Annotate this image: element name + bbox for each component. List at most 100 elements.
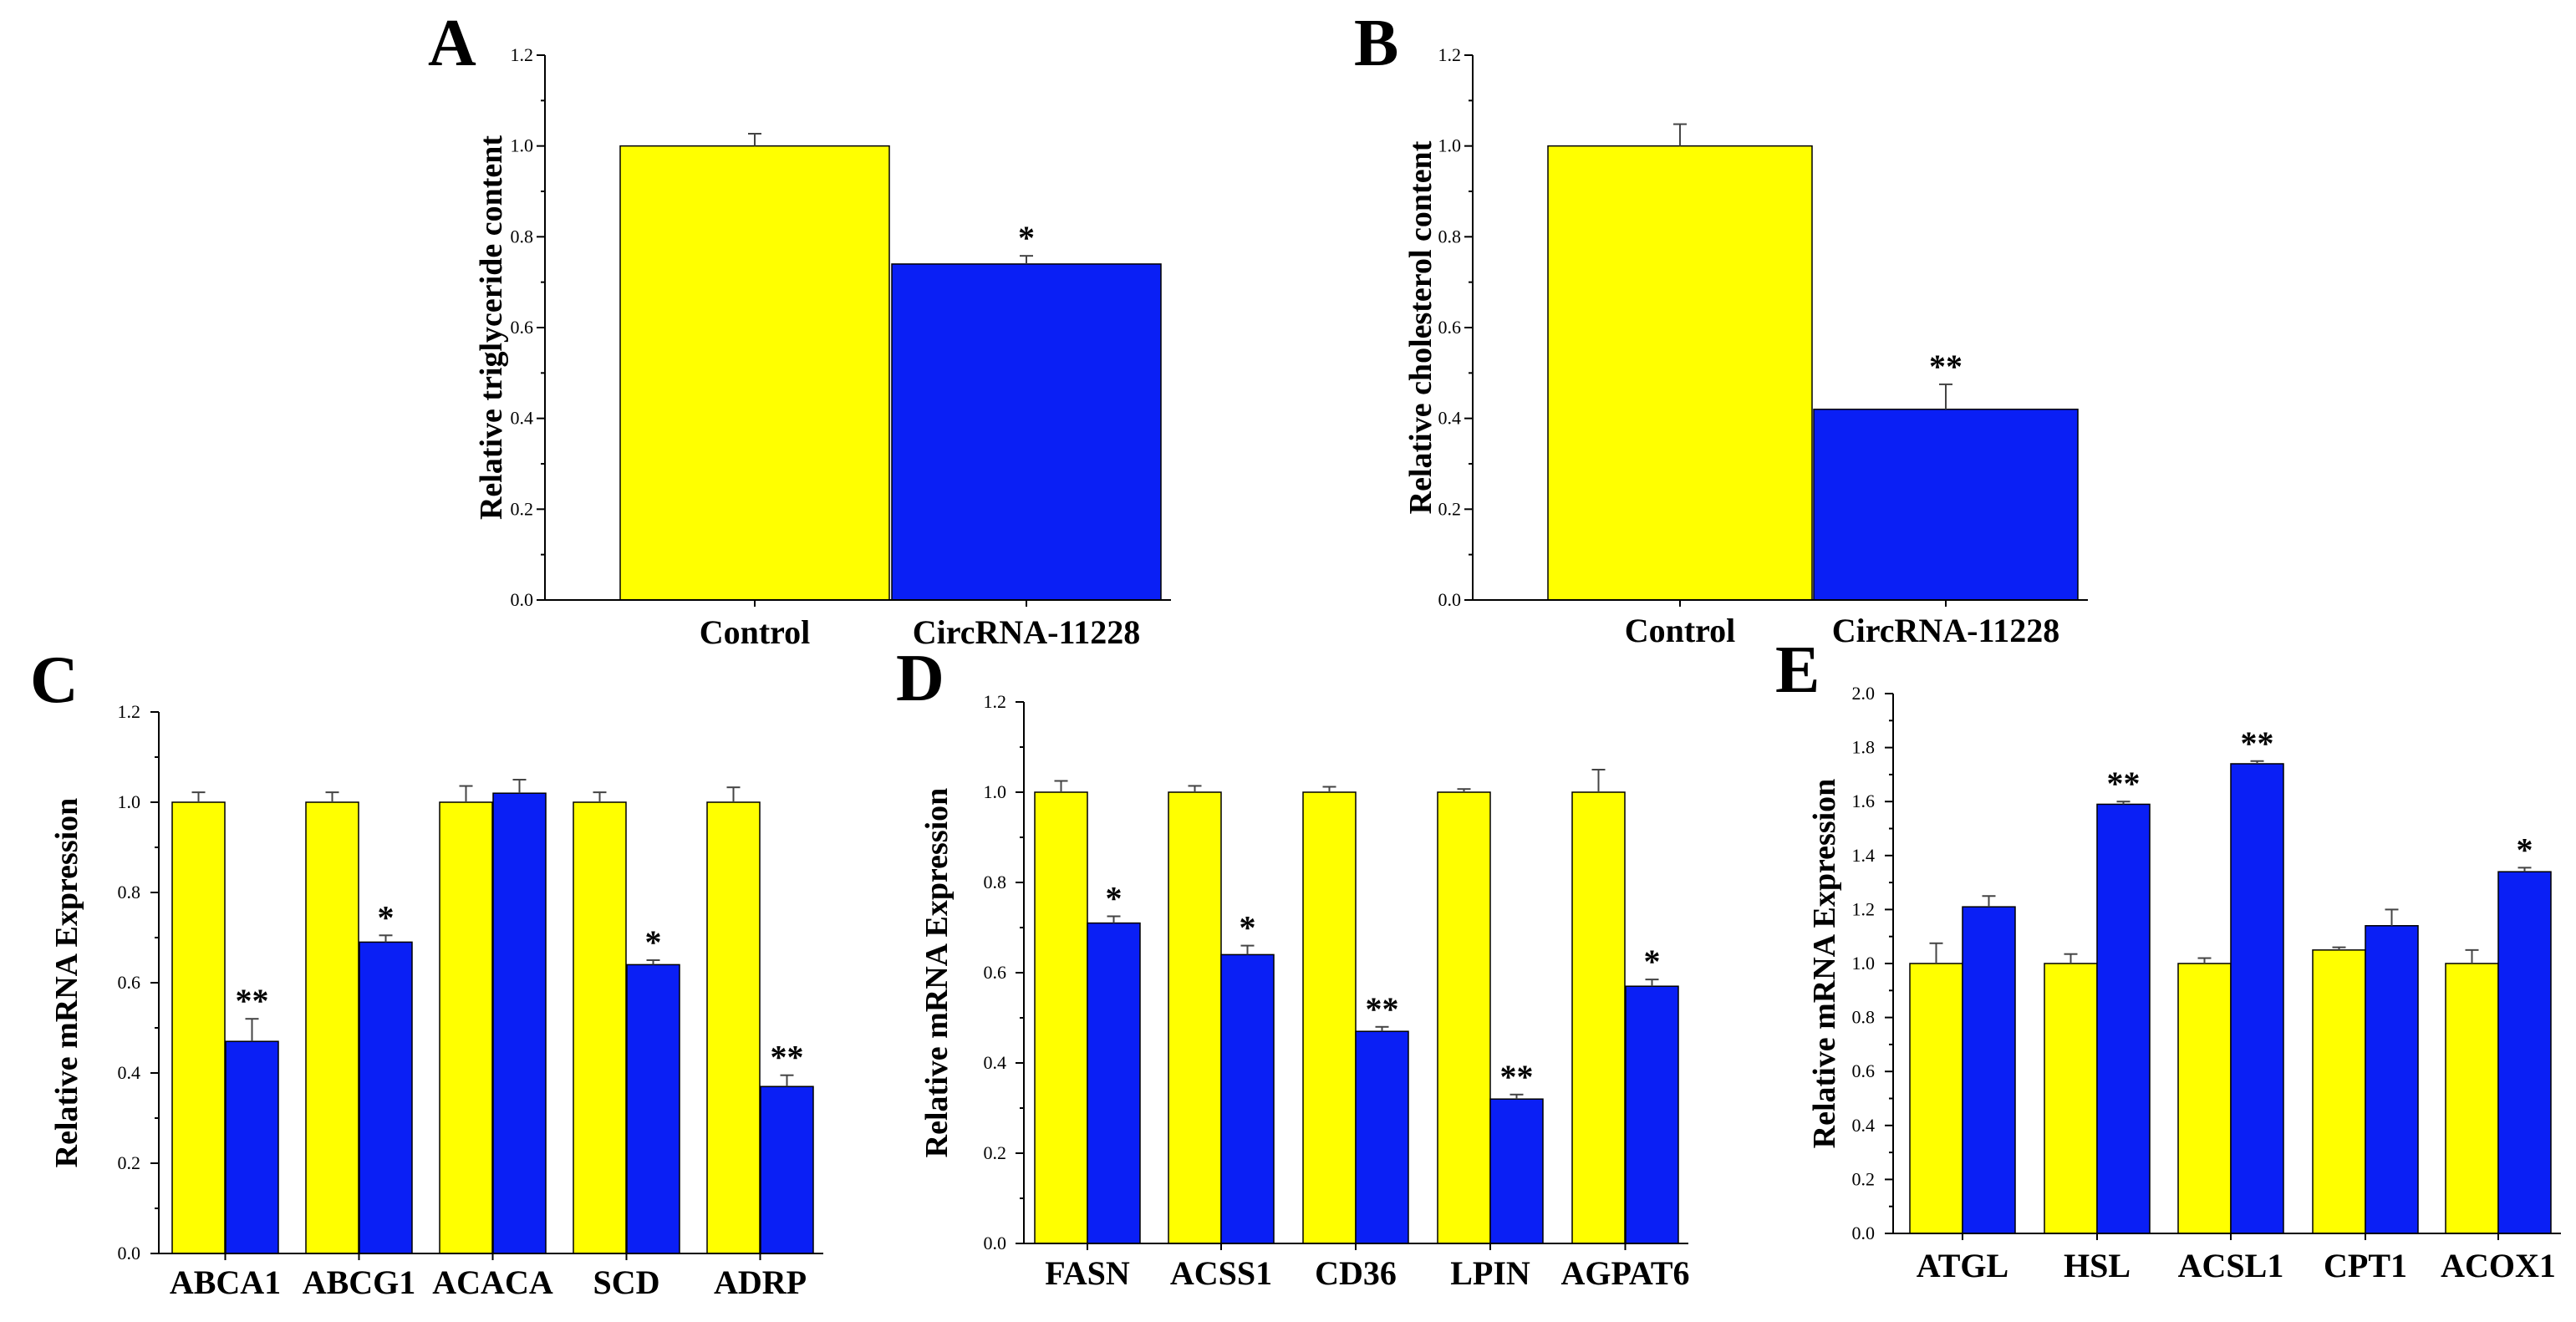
bar-control [2044, 963, 2098, 1234]
y-tick-label: 1.2 [984, 691, 1007, 712]
x-category-label: HSL [2064, 1247, 2131, 1284]
significance-marker: * [2517, 831, 2533, 868]
bar-treatment [1813, 409, 2079, 601]
bar-treatment [2230, 763, 2284, 1234]
bar-treatment [1355, 1030, 1409, 1244]
bar-treatment [359, 941, 413, 1254]
significance-marker: * [1240, 909, 1256, 947]
y-tick-label: 0.0 [984, 1233, 1007, 1253]
y-tick-label: 1.0 [1852, 953, 1876, 974]
significance-marker: ** [2241, 725, 2274, 762]
y-axis-title: Relative mRNA Expression [919, 788, 955, 1158]
y-axis-title: Relative triglyceride content [474, 135, 509, 520]
y-tick-label: 1.2 [511, 44, 534, 65]
y-tick-label: 0.6 [511, 317, 534, 338]
bar-treatment [2096, 803, 2151, 1234]
significance-marker: * [645, 923, 662, 961]
x-category-label: CD36 [1315, 1254, 1397, 1292]
y-tick-label: 2.0 [1852, 683, 1876, 704]
x-category-label: CircRNA-11228 [913, 613, 1141, 651]
panel-letter: A [428, 7, 476, 80]
x-category-label: ACSL1 [2178, 1247, 2284, 1284]
bar-control [305, 801, 359, 1254]
y-tick-label: 0.4 [511, 408, 534, 429]
bar-control [171, 801, 226, 1254]
y-tick-label: 1.0 [1438, 135, 1462, 156]
bar-control [2445, 963, 2499, 1234]
y-tick-label: 1.6 [1852, 791, 1876, 811]
y-tick-label: 0.2 [1852, 1168, 1876, 1189]
significance-marker: ** [771, 1039, 804, 1076]
y-tick-label: 0.8 [984, 872, 1007, 892]
bar-treatment [225, 1040, 279, 1254]
bar-control [1168, 791, 1222, 1244]
y-tick-label: 0.0 [511, 589, 534, 610]
x-category-label: FASN [1045, 1254, 1130, 1292]
y-tick-label: 1.2 [1852, 898, 1876, 919]
y-tick-label: 0.2 [984, 1142, 1007, 1163]
x-category-label: LPIN [1450, 1254, 1530, 1292]
bar-control [1909, 963, 1963, 1234]
bar-treatment [1087, 922, 1141, 1244]
y-tick-label: 0.8 [511, 226, 534, 247]
x-category-label: ACACA [432, 1264, 553, 1301]
bar-treatment [891, 263, 1162, 601]
x-category-label: ABCA1 [170, 1264, 281, 1301]
y-tick-label: 0.6 [1438, 317, 1462, 338]
bar-control [439, 801, 493, 1254]
y-tick-label: 0.0 [1852, 1223, 1876, 1243]
y-tick-label: 1.8 [1852, 737, 1876, 758]
bar-control [1034, 791, 1088, 1244]
y-tick-label: 0.4 [118, 1062, 141, 1083]
x-category-label: Control [700, 613, 811, 651]
bar-treatment [1625, 985, 1679, 1244]
y-tick-label: 0.2 [1438, 498, 1462, 519]
bar-treatment [626, 964, 680, 1254]
y-tick-label: 0.4 [984, 1052, 1007, 1073]
y-tick-label: 1.4 [1852, 845, 1876, 866]
y-tick-label: 1.0 [984, 781, 1007, 802]
bar-treatment [1489, 1098, 1544, 1244]
panel-letter: D [896, 642, 944, 715]
x-category-label: ACSS1 [1170, 1254, 1272, 1292]
significance-marker: ** [2107, 765, 2141, 802]
y-tick-label: 0.6 [118, 972, 141, 993]
x-category-label: CircRNA-11228 [1832, 612, 2060, 649]
bar-control [1571, 791, 1626, 1244]
bar-control [2312, 949, 2366, 1234]
y-tick-label: 1.2 [118, 701, 141, 722]
y-tick-label: 0.4 [1852, 1115, 1876, 1136]
y-tick-label: 0.6 [984, 962, 1007, 983]
bar-control [1302, 791, 1357, 1244]
bar-treatment [2365, 925, 2419, 1234]
y-tick-label: 1.0 [118, 791, 141, 812]
significance-marker: ** [1929, 348, 1963, 385]
chart-panel-e: E*****0.00.20.40.60.81.01.21.41.61.82.0A… [1775, 633, 2561, 1284]
significance-marker: * [1106, 880, 1123, 918]
y-tick-label: 1.2 [1438, 44, 1462, 65]
chart-panel-b: B ** 0.0 0.2 0.4 0.6 0.8 1.0 1.2 Control CircRNA-1… [1354, 7, 2088, 649]
significance-marker: * [1018, 219, 1035, 257]
x-category-label: ACOX1 [2441, 1247, 2556, 1284]
bar-control [2177, 963, 2232, 1234]
x-category-label: ABCG1 [303, 1264, 416, 1301]
y-tick-label: 0.8 [1852, 1007, 1876, 1028]
y-tick-label: 0.4 [1438, 408, 1462, 429]
x-category-label: ATGL [1917, 1247, 2008, 1284]
x-category-label: ADRP [714, 1264, 807, 1301]
panel-letter: B [1354, 7, 1398, 80]
bar-treatment [1220, 953, 1275, 1244]
y-tick-label: 1.0 [511, 135, 534, 156]
y-tick-label: 0.0 [118, 1243, 141, 1264]
panel-letter: C [30, 643, 79, 717]
bar-control [573, 801, 627, 1254]
significance-marker: * [1644, 943, 1661, 980]
significance-marker: * [378, 898, 395, 936]
significance-marker: ** [1366, 990, 1399, 1028]
bar-control [706, 801, 761, 1254]
bar-treatment [760, 1086, 814, 1254]
bar-treatment [1962, 906, 2016, 1234]
significance-marker: ** [236, 982, 269, 1019]
x-category-label: AGPAT6 [1560, 1254, 1689, 1292]
